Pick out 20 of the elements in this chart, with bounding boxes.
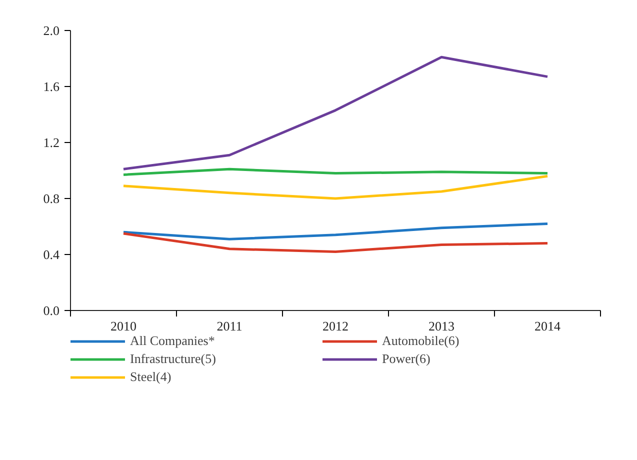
y-tick-label: 0.0 — [43, 303, 60, 318]
y-tick-label: 2.0 — [43, 23, 60, 38]
x-tick-label: 2012 — [322, 318, 348, 334]
legend-label: Infrastructure(5) — [130, 351, 217, 367]
x-tick-label: 2014 — [534, 318, 561, 334]
y-tick-label: 0.4 — [43, 247, 60, 262]
y-tick-label: 0.8 — [43, 191, 60, 206]
x-tick-label: 2013 — [428, 318, 454, 334]
legend-label: Automobile(6) — [382, 333, 460, 349]
legend-label: Steel(4) — [130, 369, 172, 385]
line-series — [122, 222, 549, 240]
legend-label: Power(6) — [382, 351, 432, 367]
line-series — [122, 174, 549, 200]
x-tick-label: 2011 — [216, 318, 242, 334]
y-tick-label: 1.2 — [43, 135, 60, 150]
y-tick-label: 1.6 — [43, 79, 60, 94]
x-tick-label: 2010 — [110, 318, 136, 334]
line-series — [122, 232, 549, 253]
line-series — [122, 56, 549, 170]
legend-label: All Companies* — [130, 333, 216, 349]
